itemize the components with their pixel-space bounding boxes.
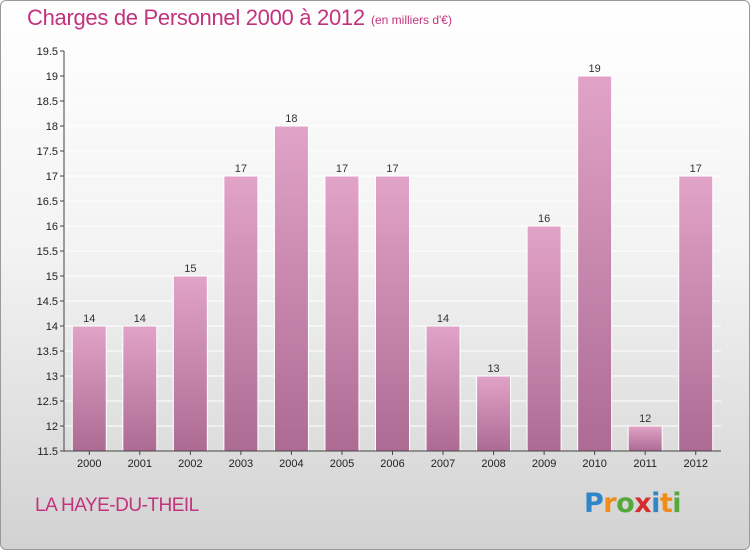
- data-label-2007: 14: [437, 313, 449, 325]
- data-label-2012: 17: [690, 163, 702, 175]
- data-label-2008: 13: [487, 363, 499, 375]
- x-tick-label: 2011: [633, 458, 657, 470]
- y-tick-label: 13.5: [37, 346, 58, 358]
- y-tick-label: 11.5: [37, 446, 58, 458]
- y-tick-label: 18.5: [37, 96, 58, 108]
- x-tick-label: 2005: [330, 458, 354, 470]
- y-tick-label: 18: [46, 121, 58, 133]
- y-tick-label: 16: [46, 221, 58, 233]
- y-tick-label: 15.5: [37, 246, 58, 258]
- x-axis-ticks: 2000 2001 2002 2003 2004 2005 2006 2007 2008 2009…: [77, 451, 708, 470]
- logo-letter: x: [634, 488, 652, 519]
- place-name: LA HAYE-DU-THEIL: [35, 495, 199, 516]
- bar-2010: [577, 75, 613, 452]
- bar-2006: [375, 175, 410, 452]
- y-tick-label: 17: [46, 171, 58, 183]
- y-tick-label: 19: [46, 71, 58, 83]
- y-tick-label: 16.5: [37, 196, 58, 208]
- y-tick-label: 19.5: [37, 46, 58, 58]
- bar-2011: [627, 425, 663, 452]
- bar-2002: [172, 275, 208, 452]
- chart-title: Charges de Personnel 2000 à 2012: [27, 5, 365, 30]
- data-label-2000: 14: [83, 313, 95, 325]
- data-label-2006: 17: [386, 163, 398, 175]
- x-tick-label: 2009: [532, 458, 556, 470]
- chart-subtitle: (en milliers d'€): [371, 13, 452, 27]
- bars: [71, 75, 714, 452]
- data-label-2005: 17: [336, 163, 348, 175]
- logo-letter: i: [672, 488, 682, 519]
- y-tick-label: 14.5: [37, 296, 58, 308]
- x-tick-label: 2006: [380, 458, 404, 470]
- y-axis-ticks: 11.5 12 12.5 13 13.5 14 14.5 15 15.5 16 16.5 17 17.5…: [37, 46, 64, 458]
- x-tick-label: 2012: [683, 458, 707, 470]
- x-tick-label: 2003: [229, 458, 253, 470]
- logo-letter: o: [616, 488, 635, 519]
- x-tick-label: 2002: [178, 458, 202, 470]
- x-tick-label: 2000: [77, 458, 101, 470]
- bar-2000: [71, 325, 107, 452]
- data-label-2010: 19: [589, 63, 601, 75]
- bar-2003: [223, 175, 259, 452]
- logo-letter: r: [603, 488, 617, 519]
- data-labels: 14 14 15 17 18 17 17 14 13 16 19 12 17: [83, 63, 702, 425]
- x-tick-label: 2008: [481, 458, 505, 470]
- data-label-2011: 12: [639, 413, 651, 425]
- y-tick-label: 12.5: [37, 396, 58, 408]
- data-label-2001: 14: [134, 313, 146, 325]
- data-label-2003: 17: [235, 163, 247, 175]
- bar-2005: [324, 175, 360, 452]
- data-label-2004: 18: [285, 113, 297, 125]
- bar-2008: [476, 375, 512, 452]
- logo-letter: i: [651, 488, 660, 519]
- y-tick-label: 17.5: [37, 146, 58, 158]
- logo-letter: t: [659, 488, 673, 519]
- bar-2012: [678, 175, 714, 452]
- x-tick-label: 2004: [279, 458, 303, 470]
- bar-2004: [273, 125, 309, 452]
- proxiti-logo: Proxiti: [584, 488, 682, 519]
- x-tick-label: 2007: [431, 458, 455, 470]
- y-tick-label: 14: [46, 321, 58, 333]
- bar-2009: [526, 225, 562, 452]
- logo-letter: P: [584, 488, 604, 519]
- data-label-2009: 16: [538, 213, 550, 225]
- bar-2001: [122, 325, 158, 452]
- x-tick-label: 2001: [128, 458, 152, 470]
- bar-2007: [425, 325, 461, 452]
- x-tick-label: 2010: [582, 458, 606, 470]
- y-tick-label: 15: [46, 271, 58, 283]
- data-label-2002: 15: [184, 263, 196, 275]
- y-tick-label: 13: [46, 371, 58, 383]
- y-tick-label: 12: [46, 421, 58, 433]
